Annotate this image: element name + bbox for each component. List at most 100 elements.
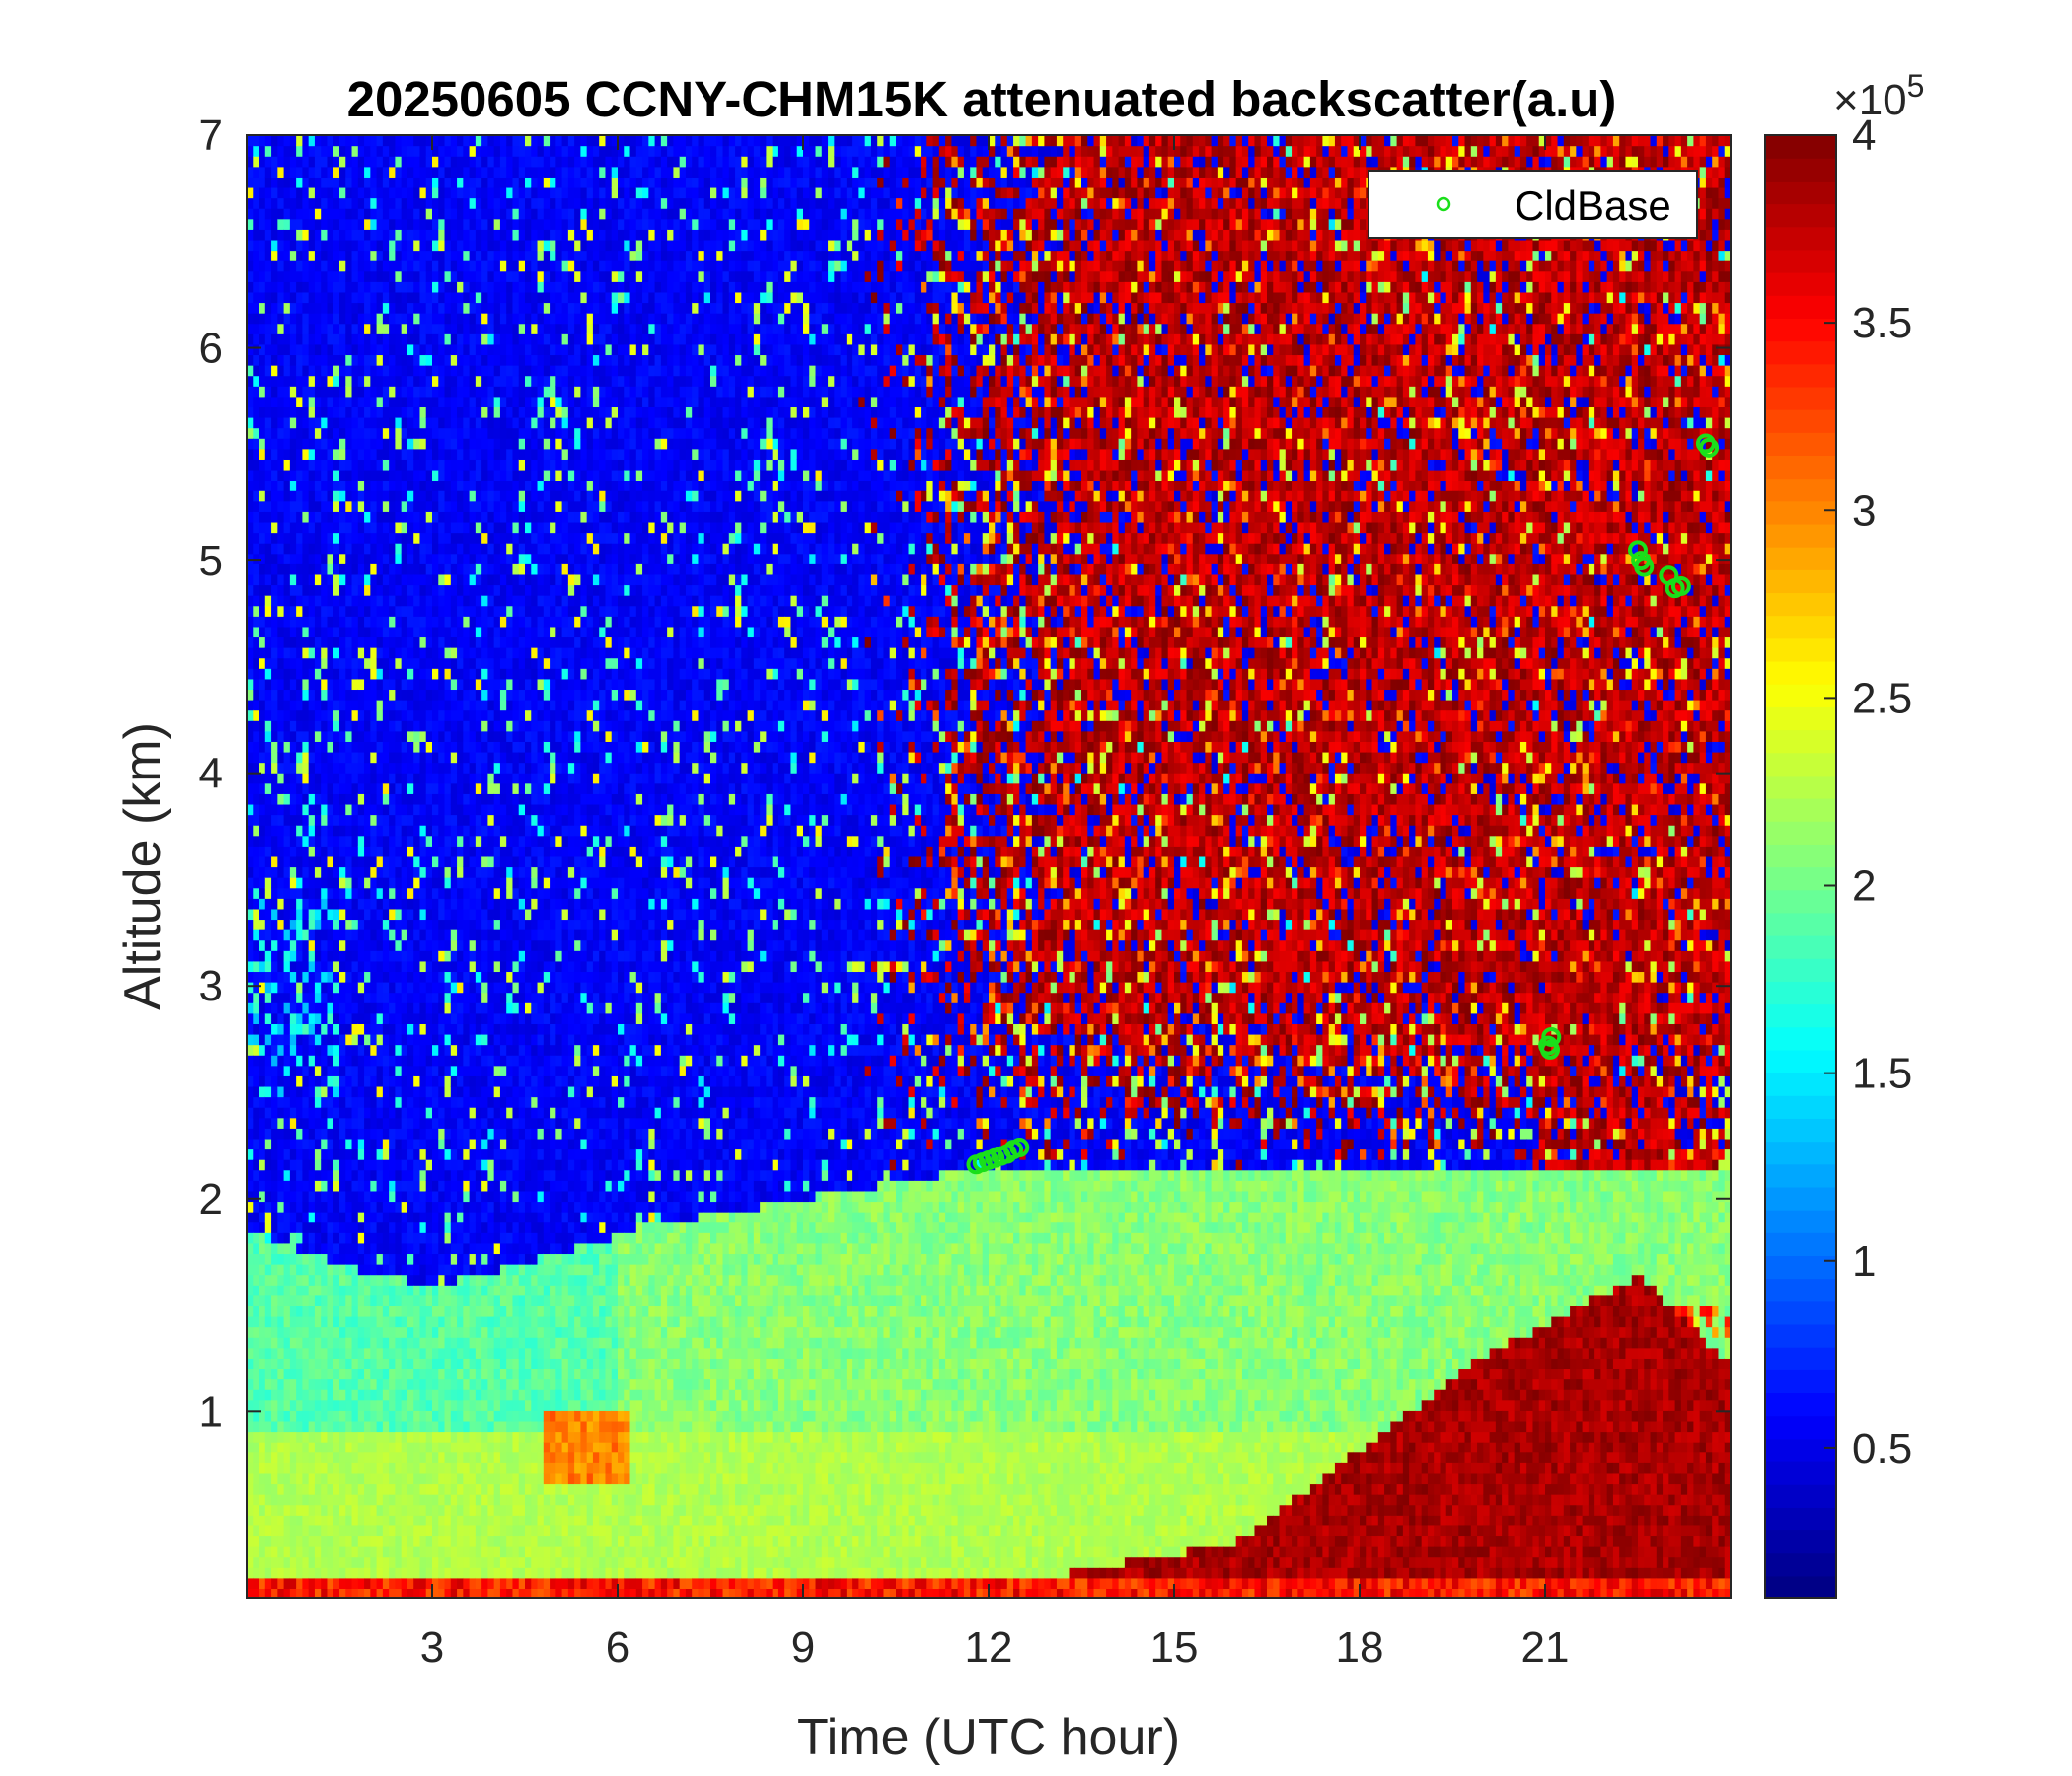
heatmap-cell [259,1557,266,1568]
heatmap-cell [389,636,396,647]
heatmap-cell [402,187,408,198]
heatmap-cell [370,1023,377,1034]
heatmap-cell [352,271,359,282]
heatmap-cell [247,1494,254,1505]
heatmap-cell [339,229,346,240]
heatmap-cell [247,1525,254,1536]
heatmap-cell [247,219,254,230]
heatmap-cell [315,229,322,240]
heatmap-cell [271,1410,278,1421]
heatmap-cell [290,1149,297,1160]
heatmap-cell [352,1515,359,1525]
heatmap-cell [271,804,278,815]
heatmap-cell [345,668,352,679]
heatmap-cell [345,783,352,794]
heatmap-cell [247,281,254,292]
heatmap-cell [364,940,371,951]
heatmap-cell [315,856,322,867]
heatmap-cell [339,428,346,439]
heatmap-cell [383,1369,390,1379]
heatmap-cell [309,135,316,146]
heatmap-cell [296,1159,303,1170]
heatmap-cell [395,1588,402,1598]
heatmap-cell [277,459,284,470]
heatmap-cell [259,376,266,387]
heatmap-cell [309,533,316,544]
heatmap-cell [253,961,259,972]
heatmap-cell [321,888,328,899]
heatmap-cell [321,1348,328,1359]
heatmap-cell [339,919,346,929]
heatmap-cell [309,1180,316,1191]
heatmap-cell [327,1086,333,1097]
heatmap-cell [302,793,309,804]
heatmap-cell [315,1285,322,1295]
heatmap-cell [290,1400,297,1411]
heatmap-cell [247,971,254,982]
heatmap-cell [321,700,328,710]
heatmap-cell [327,208,333,219]
heatmap-cell [383,929,390,940]
heatmap-cell [383,449,390,460]
heatmap-cell [370,1253,377,1264]
heatmap-cell [321,1075,328,1086]
heatmap-cell [395,1400,402,1411]
heatmap-cell [315,929,322,940]
heatmap-cell [265,773,272,783]
heatmap-cell [370,1546,377,1557]
heatmap-cell [352,574,359,585]
heatmap-cell [389,1253,396,1264]
heatmap-cell [277,950,284,961]
heatmap-cell [321,1118,328,1129]
heatmap-cell [370,271,377,282]
heatmap-cell [333,251,340,261]
heatmap-cell [402,867,408,878]
heatmap-cell [271,636,278,647]
heatmap-cell [290,1128,297,1139]
heatmap-cell [364,511,371,522]
heatmap-cell [370,1159,377,1170]
heatmap-cell [358,167,365,178]
heatmap-cell [321,971,328,982]
heatmap-cell [352,407,359,417]
heatmap-cell [358,1170,365,1181]
heatmap-cell [383,877,390,888]
heatmap-cell [315,324,322,334]
heatmap-cell [345,417,352,428]
heatmap-cell [259,1379,266,1390]
heatmap-cell [271,1389,278,1400]
heatmap-cell [296,407,303,417]
heatmap-cell [358,1462,365,1473]
heatmap-cell [247,1253,254,1264]
heatmap-cell [290,1410,297,1421]
heatmap-cell [377,1432,384,1443]
heatmap-cell [339,324,346,334]
heatmap-cell [358,1264,365,1275]
heatmap-cell [327,417,333,428]
heatmap-cell [259,481,266,491]
heatmap-cell [277,793,284,804]
heatmap-cell [277,1013,284,1024]
heatmap-cell [290,606,297,617]
heatmap-cell [339,679,346,690]
heatmap-cell [321,1494,328,1505]
heatmap-cell [290,407,297,417]
heatmap-cell [315,982,322,993]
heatmap-cell [395,1379,402,1390]
heatmap-cell [389,1588,396,1598]
heatmap-cell [339,982,346,993]
heatmap-cell [345,1075,352,1086]
heatmap-cell [395,1452,402,1463]
heatmap-cell [259,961,266,972]
heatmap-cell [358,1358,365,1369]
heatmap-cell [333,1327,340,1338]
heatmap-cell [327,1483,333,1494]
heatmap-cell [253,407,259,417]
heatmap-cell [402,982,408,993]
heatmap-cell [370,1285,377,1295]
heatmap-cell [339,459,346,470]
heatmap-cell [358,1515,365,1525]
heatmap-cell [265,1023,272,1034]
heatmap-cell [389,647,396,658]
heatmap-cell [364,1389,371,1400]
